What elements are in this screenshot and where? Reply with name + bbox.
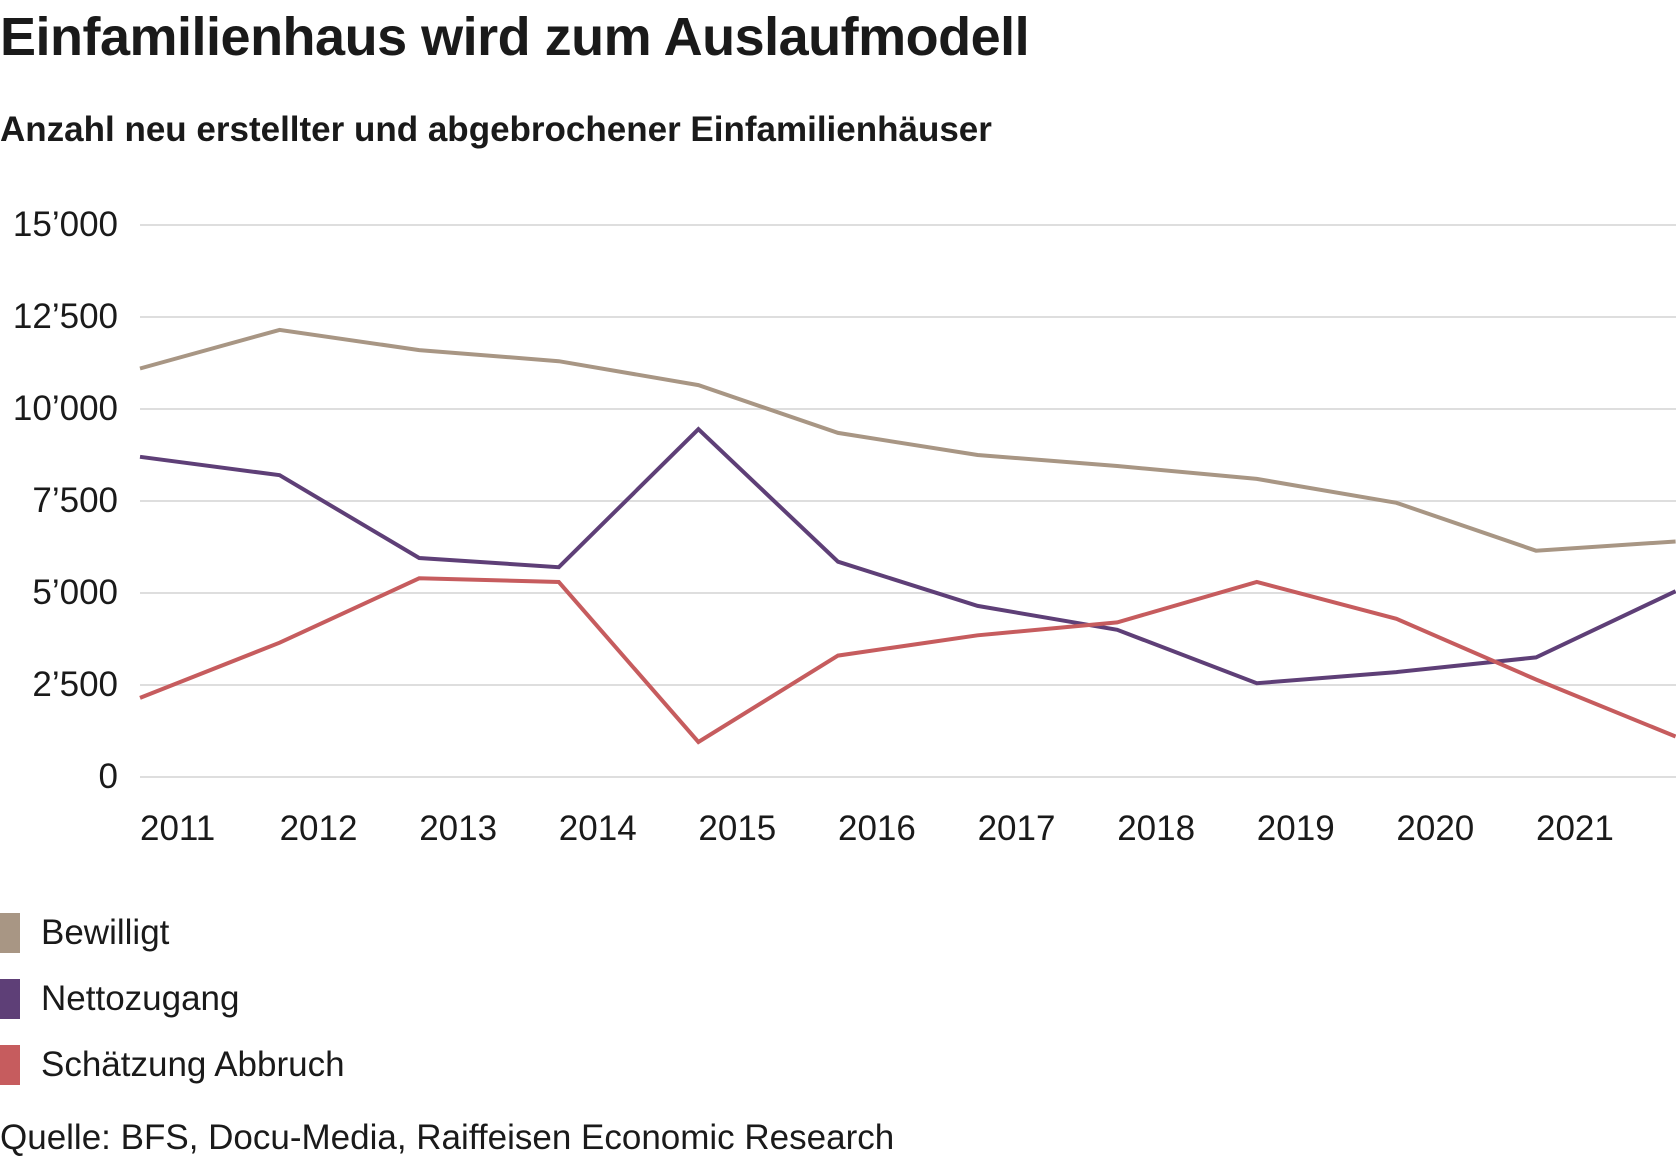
x-tick-label: 2013	[419, 809, 497, 848]
chart-subtitle: Anzahl neu erstellter und abgebrochener …	[0, 110, 992, 149]
x-tick-label: 2015	[698, 809, 776, 848]
y-tick-label: 2’500	[32, 665, 118, 704]
y-tick-label: 15’000	[13, 205, 118, 244]
y-tick-label: 10’000	[13, 389, 118, 428]
x-axis-labels: 2011 2012 2013 2014 2015 2016 2017 2018 2019 2020…	[140, 809, 1614, 848]
legend-swatch-nettozugang	[0, 979, 20, 1019]
x-tick-label: 2017	[978, 809, 1056, 848]
legend-label: Nettozugang	[41, 979, 240, 1018]
x-tick-label: 2011	[140, 809, 215, 848]
legend-label: Bewilligt	[41, 913, 170, 952]
legend-swatch-abbruch	[0, 1045, 20, 1085]
series-line	[139, 327, 1676, 553]
x-tick-label: 2014	[559, 809, 637, 848]
y-tick-label: 12’500	[13, 297, 118, 336]
y-axis-labels: 0 2’500 5’000 7’500 10’000 12’500 15’000	[13, 205, 118, 796]
x-tick-label: 2018	[1117, 809, 1195, 848]
series-line	[139, 576, 1676, 745]
series-line	[139, 426, 1676, 686]
legend-item-nettozugang: Nettozugang	[0, 966, 345, 1032]
y-tick-label: 5’000	[32, 573, 118, 612]
y-tick-label: 0	[99, 757, 118, 796]
legend-label: Schätzung Abbruch	[41, 1045, 345, 1084]
y-tick-label: 7’500	[32, 481, 118, 520]
legend-swatch-bewilligt	[0, 913, 20, 953]
x-tick-label: 2019	[1257, 809, 1335, 848]
legend-item-bewilligt: Bewilligt	[0, 900, 345, 966]
legend: Bewilligt Nettozugang Schätzung Abbruch	[0, 900, 345, 1098]
series-nettozugang	[139, 426, 1676, 686]
x-tick-label: 2020	[1396, 809, 1474, 848]
series-bewilligt	[139, 327, 1676, 553]
series-lines	[139, 327, 1676, 745]
x-tick-label: 2021	[1536, 809, 1614, 848]
source-note: Quelle: BFS, Docu-Media, Raiffeisen Econ…	[0, 1118, 895, 1157]
series-sch-tzung-abbruch	[139, 576, 1676, 745]
chart-title: Einfamilienhaus wird zum Auslaufmodell	[0, 7, 1030, 67]
x-tick-label: 2016	[838, 809, 916, 848]
legend-item-abbruch: Schätzung Abbruch	[0, 1032, 345, 1098]
gridlines	[140, 224, 1676, 778]
x-tick-label: 2012	[280, 809, 358, 848]
